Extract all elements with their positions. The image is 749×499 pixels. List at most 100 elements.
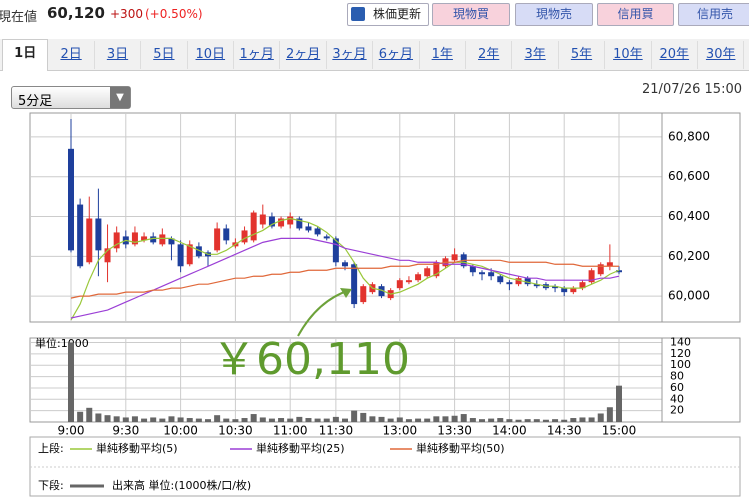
candle-body bbox=[278, 218, 285, 227]
candle-body bbox=[104, 248, 111, 263]
volume-bar bbox=[415, 418, 422, 422]
tab[interactable]: 10日 bbox=[188, 41, 234, 69]
tab-bar: 1日 2日 3日 5日 10日 1ヶ月 2ヶ月 3ヶ月 6ヶ月 1年 2年 3年 5年 10年 20年 30年 bbox=[0, 39, 749, 71]
candle-body bbox=[479, 272, 485, 275]
tab[interactable]: 5年 bbox=[559, 41, 606, 69]
candle-body bbox=[186, 244, 193, 265]
y-tick-label: 60,800 bbox=[668, 129, 710, 143]
period-select-text: 5分足 bbox=[18, 94, 53, 109]
volume-bar bbox=[616, 385, 622, 422]
button[interactable]: 株価更新 bbox=[347, 3, 429, 26]
volume-bar bbox=[113, 416, 120, 422]
tab[interactable]: 2ヶ月 bbox=[280, 41, 327, 69]
volume-bar bbox=[186, 418, 193, 422]
volume-bar bbox=[606, 407, 613, 422]
volume-bar bbox=[396, 417, 403, 422]
x-tick-label: 14:30 bbox=[547, 424, 582, 438]
tab[interactable]: 6ヶ月 bbox=[373, 41, 420, 69]
volume-bar bbox=[488, 418, 495, 422]
tab[interactable]: 3年 bbox=[512, 41, 559, 69]
tab[interactable]: 5日 bbox=[141, 41, 188, 69]
tab[interactable]: 1ヶ月 bbox=[234, 41, 281, 69]
candle-body bbox=[405, 280, 412, 283]
volume-bar bbox=[506, 419, 513, 422]
legend-row-label: 下段: bbox=[38, 478, 64, 492]
volume-bar bbox=[552, 419, 559, 422]
volume-bar bbox=[131, 416, 138, 422]
candle-body bbox=[259, 214, 266, 225]
button[interactable]: 現物買 bbox=[432, 3, 510, 26]
ma-line bbox=[70, 237, 620, 319]
button[interactable]: 現物売 bbox=[515, 3, 593, 26]
candle-body bbox=[597, 264, 604, 275]
volume-bar bbox=[296, 416, 303, 422]
y-tick-label: 60,200 bbox=[668, 249, 710, 263]
period-select[interactable]: 5分足 ▼ bbox=[11, 86, 131, 109]
volume-bar bbox=[451, 415, 458, 422]
price: 60,120 bbox=[47, 4, 105, 22]
candle-body bbox=[314, 228, 321, 235]
timestamp: 21/07/26 15:00 bbox=[642, 82, 742, 97]
volume-bar bbox=[195, 418, 202, 422]
y-tick-label: 60,400 bbox=[668, 209, 710, 223]
volume-bar bbox=[141, 418, 148, 422]
tab[interactable]: 1年 bbox=[420, 41, 466, 69]
legend-label: 出来高 単位:(1000株/口/枚) bbox=[112, 478, 251, 492]
tab: 1日 bbox=[2, 39, 49, 71]
y-tick-label: 120 bbox=[670, 347, 691, 360]
button[interactable]: 信用買 bbox=[597, 3, 674, 26]
volume-bar bbox=[351, 410, 358, 422]
volume-bar bbox=[579, 417, 586, 422]
price-change-pct: (+0.50%) bbox=[145, 7, 203, 21]
annotation-arrowhead bbox=[340, 288, 352, 298]
volume-bar bbox=[159, 418, 166, 422]
volume-bar bbox=[442, 416, 449, 422]
volume-bar bbox=[122, 417, 129, 422]
y-tick-label: 60 bbox=[670, 381, 684, 394]
candle-body bbox=[497, 276, 504, 283]
candle-body bbox=[323, 236, 330, 239]
volume-bar bbox=[479, 419, 485, 422]
tab[interactable]: 10年 bbox=[605, 41, 652, 69]
price-change: +300 bbox=[110, 7, 143, 21]
button[interactable]: 信用売 bbox=[678, 3, 749, 26]
volume-bar bbox=[150, 417, 157, 422]
candle-body bbox=[177, 244, 184, 267]
volume-bar bbox=[561, 419, 568, 422]
legend-label: 単純移動平均(50) bbox=[416, 441, 505, 455]
tab[interactable]: 20年 bbox=[652, 41, 698, 69]
tab[interactable]: 30年 bbox=[698, 41, 745, 69]
candle-body bbox=[570, 288, 577, 293]
volume-frame bbox=[29, 337, 741, 423]
legend-label: 単純移動平均(5) bbox=[96, 441, 178, 455]
volume-bar bbox=[278, 418, 285, 422]
tab[interactable]: 3日 bbox=[95, 41, 142, 69]
volume-bar bbox=[469, 418, 476, 422]
volume-bar bbox=[433, 416, 440, 422]
volume-bar bbox=[241, 418, 248, 422]
tab[interactable]: 2年 bbox=[466, 41, 513, 69]
volume-bar bbox=[287, 418, 294, 422]
annotation-arrow bbox=[297, 289, 351, 337]
volume-bar bbox=[250, 414, 257, 422]
candle-body bbox=[332, 238, 339, 263]
candle-body bbox=[469, 266, 476, 273]
volume-bar bbox=[177, 417, 184, 422]
candle-body bbox=[524, 278, 531, 285]
x-tick-label: 11:00 bbox=[273, 424, 308, 438]
volume-bar bbox=[232, 419, 239, 422]
candle-body bbox=[268, 216, 275, 227]
volume-bar bbox=[542, 419, 549, 422]
candle-body bbox=[533, 284, 540, 287]
volume-bar bbox=[570, 418, 577, 422]
volume-bar bbox=[342, 418, 348, 422]
x-tick-label: 10:00 bbox=[163, 424, 198, 438]
candle-body bbox=[579, 282, 586, 289]
candle-body bbox=[68, 148, 74, 251]
x-tick-label: 10:30 bbox=[218, 424, 253, 438]
tab[interactable]: 2日 bbox=[48, 41, 95, 69]
y-tick-label: 60,000 bbox=[668, 289, 710, 303]
volume-bar bbox=[405, 419, 412, 422]
tab[interactable]: 3ヶ月 bbox=[327, 41, 374, 69]
